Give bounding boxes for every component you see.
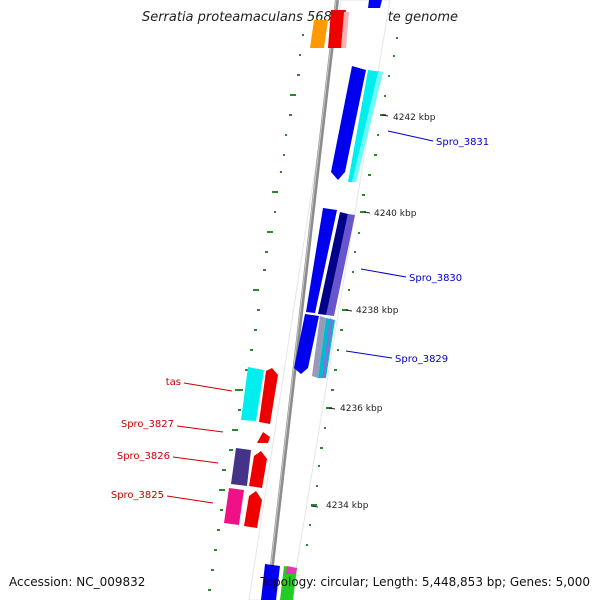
- label-spro-3826[interactable]: Spro_3826: [117, 451, 170, 462]
- chromosome-backbone: [266, 0, 339, 600]
- accession-label: Accession: NC_009832: [9, 575, 146, 589]
- gene-tas: [241, 367, 278, 424]
- scale-label-4236: 4236 kbp: [340, 404, 383, 414]
- gc-skew-dashes-left: [208, 34, 304, 591]
- scale-label-4240: 4240 kbp: [374, 209, 417, 219]
- gene-spro-3830: [306, 208, 355, 316]
- scale-label-4242: 4242 kbp: [393, 113, 436, 123]
- gene-spro-3829: [294, 314, 335, 378]
- label-spro-3827[interactable]: Spro_3827: [121, 419, 174, 430]
- label-spro-3830[interactable]: Spro_3830: [409, 273, 462, 284]
- gene-spro-3826: [231, 448, 267, 488]
- scale-labels: 4242 kbp 4240 kbp 4238 kbp 4236 kbp 4234…: [326, 113, 436, 511]
- gene-spro-3827: [257, 432, 270, 443]
- label-tas[interactable]: tas: [166, 377, 181, 388]
- gene-partial-bottom: [261, 564, 297, 600]
- label-spro-3825[interactable]: Spro_3825: [111, 490, 164, 501]
- forward-gene-callouts: Spro_3831 Spro_3830 Spro_3829: [345, 130, 489, 365]
- gene-spro-3825: [224, 488, 262, 528]
- gene-spro-3831: [331, 66, 383, 182]
- reverse-gene-callouts: tas Spro_3827 Spro_3826 Spro_3825: [111, 377, 233, 504]
- label-spro-3831[interactable]: Spro_3831: [436, 137, 489, 148]
- gene-partial-top: [310, 0, 382, 48]
- scale-ticks: [310, 114, 389, 508]
- label-spro-3829[interactable]: Spro_3829: [395, 354, 448, 365]
- scale-label-4238: 4238 kbp: [356, 306, 399, 316]
- scale-label-4234: 4234 kbp: [326, 501, 369, 511]
- topology-label: Topology: circular; Length: 5,448,853 bp…: [260, 575, 590, 589]
